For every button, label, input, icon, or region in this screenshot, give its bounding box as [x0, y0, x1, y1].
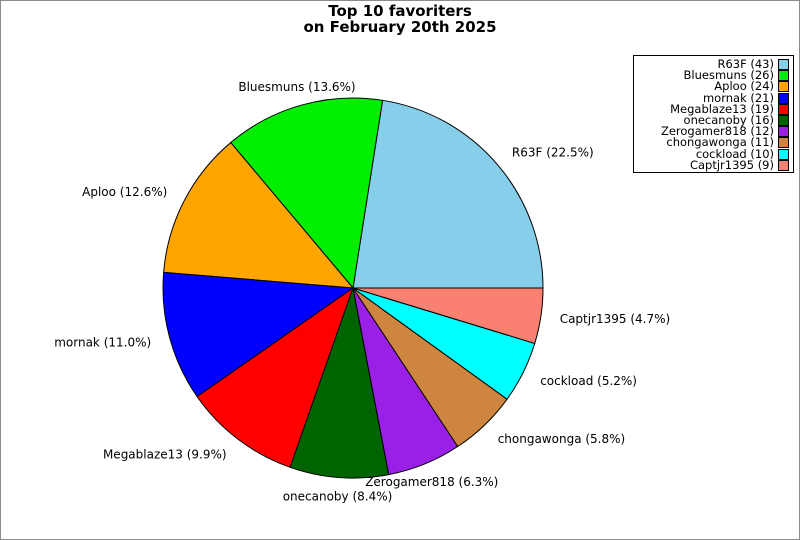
- legend-item-label: R63F (43): [717, 57, 774, 71]
- legend-item-label: chongawonga (11): [666, 135, 774, 150]
- pie-label-Zerogamer818: Zerogamer818 (6.3%): [365, 475, 498, 489]
- pie-label-onecanoby: onecanoby (8.4%): [283, 490, 393, 504]
- legend-item-mornak: mornak (21): [638, 90, 789, 105]
- pie-label-Megablaze13: Megablaze13 (9.9%): [103, 448, 227, 462]
- pie-slice-Aploo: [163, 142, 354, 289]
- legend-color-swatch: [778, 148, 789, 160]
- legend-color-swatch: [778, 126, 789, 138]
- legend-item-label: Aploo (24): [714, 79, 774, 94]
- pie-slice-Bluesmuns: [230, 97, 384, 289]
- pie-slice-Captjr1395: [352, 287, 544, 344]
- legend-color-swatch: [778, 159, 789, 171]
- legend-color-swatch: [778, 70, 789, 82]
- pie-slice-mornak: [162, 271, 354, 398]
- pie-label-Aploo: Aploo (12.6%): [82, 185, 167, 199]
- chart-title-line1: Top 10 favoriters: [328, 2, 472, 20]
- chart-title: Top 10 favoriters on February 20th 2025: [1, 3, 799, 35]
- pie-label-Bluesmuns: Bluesmuns (13.6%): [238, 80, 355, 94]
- legend-item-Megablaze13: Megablaze13 (19): [638, 101, 789, 116]
- legend-item-label: Captjr1395 (9): [689, 157, 774, 172]
- chart-title-line2: on February 20th 2025: [303, 18, 497, 36]
- legend: R63F (43) Bluesmuns (26) Aploo (24) mornak …: [633, 55, 794, 173]
- pie-label-cockload: cockload (5.2%): [540, 374, 637, 388]
- legend-color-swatch: [778, 81, 789, 93]
- legend-item-Zerogamer818: Zerogamer818 (12): [638, 124, 789, 139]
- pie-label-R63F: R63F (22.5%): [512, 145, 594, 159]
- legend-item-Captjr1395: Captjr1395 (9): [638, 157, 789, 172]
- legend-item-cockload: cockload (10): [638, 146, 789, 161]
- legend-color-swatch: [778, 103, 789, 115]
- pie-label-chongawonga: chongawonga (5.8%): [498, 432, 626, 446]
- pie-label-mornak: mornak (11.0%): [54, 336, 151, 350]
- legend-color-swatch: [778, 137, 789, 149]
- legend-item-Bluesmuns: Bluesmuns (26): [638, 68, 789, 83]
- pie-slice-Megablaze13: [196, 287, 354, 468]
- legend-color-swatch: [778, 59, 789, 71]
- legend-item-label: Zerogamer818 (12): [660, 124, 774, 139]
- legend-color-swatch: [778, 115, 789, 127]
- pie-slice-onecanoby: [289, 287, 390, 479]
- legend-item-label: onecanoby (16): [683, 112, 774, 127]
- legend-item-label: cockload (10): [695, 146, 774, 161]
- legend-item-R63F: R63F (43): [638, 57, 789, 71]
- legend-item-onecanoby: onecanoby (16): [638, 112, 789, 127]
- legend-item-label: mornak (21): [702, 90, 774, 105]
- legend-item-label: Megablaze13 (19): [670, 101, 774, 116]
- legend-item-chongawonga: chongawonga (11): [638, 135, 789, 150]
- pie-slice-R63F: [352, 99, 544, 289]
- legend-item-label: Bluesmuns (26): [683, 68, 774, 83]
- legend-item-Aploo: Aploo (24): [638, 79, 789, 94]
- pie-label-Captjr1395: Captjr1395 (4.7%): [560, 312, 671, 326]
- legend-color-swatch: [778, 92, 789, 104]
